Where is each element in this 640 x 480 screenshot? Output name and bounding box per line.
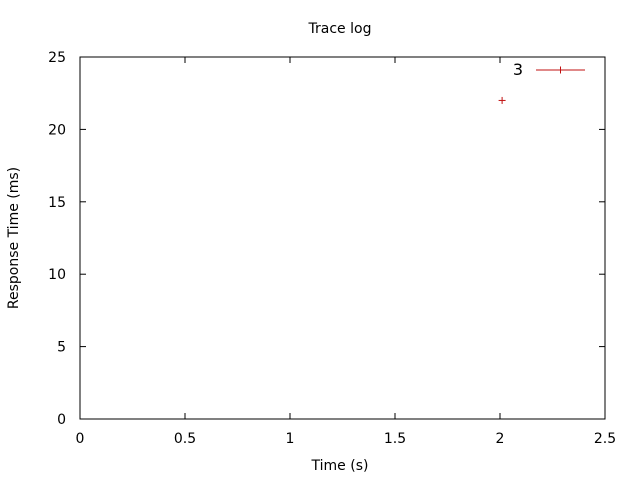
x-tick-label: 1.5 <box>384 431 406 447</box>
y-tick-label: 15 <box>48 195 66 211</box>
data-point <box>498 96 506 104</box>
y-tick-label: 25 <box>48 50 66 66</box>
legend-marker-plus <box>557 66 564 74</box>
y-tick-label: 20 <box>48 122 66 138</box>
x-tick-label: 2.5 <box>594 431 616 447</box>
legend-plus-marker <box>557 66 564 74</box>
legend: 3 <box>513 60 585 79</box>
y-axis-label: Response Time (ms) <box>6 167 22 309</box>
x-tick-label: 2 <box>496 431 505 447</box>
y-axis-ticks: 0 5 10 15 20 25 <box>48 50 605 428</box>
x-tick-label: 0 <box>76 431 85 447</box>
y-tick-label: 5 <box>57 340 66 356</box>
plot-frame <box>79 56 606 420</box>
x-axis-ticks: 0 0.5 1 1.5 2 2.5 <box>76 57 616 447</box>
y-tick-label: 10 <box>48 267 66 283</box>
x-tick-label: 0.5 <box>174 431 196 447</box>
legend-label: 3 <box>513 60 523 79</box>
chart-title: Trace log <box>308 21 372 37</box>
x-axis-label: Time (s) <box>311 458 369 474</box>
data-points <box>498 96 506 104</box>
y-tick-label: 0 <box>57 412 66 428</box>
x-tick-label: 1 <box>286 431 295 447</box>
